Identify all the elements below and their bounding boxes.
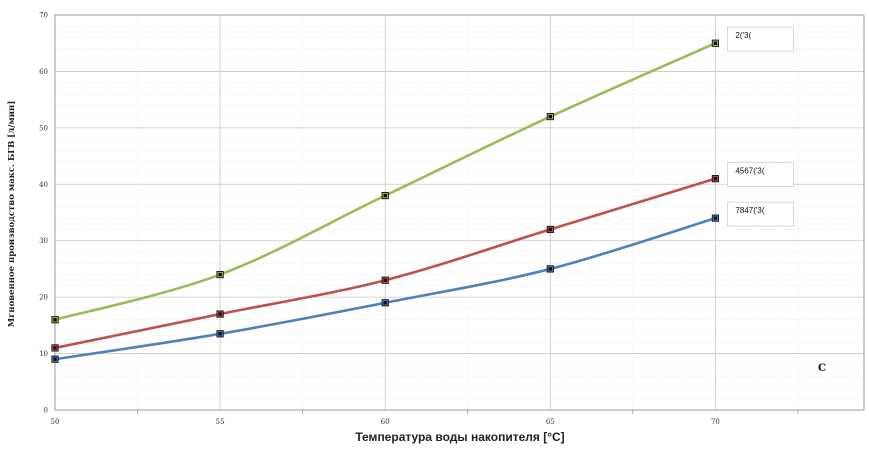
data-point: [711, 39, 720, 47]
x-axis-title: Температура воды накопителя [°C]: [355, 430, 564, 444]
series-label: 4567('3(: [727, 162, 794, 188]
y-tick-label: 20: [39, 294, 48, 302]
data-point: [381, 191, 389, 200]
data-point-square: [216, 310, 224, 318]
data-point-inner: [712, 40, 719, 46]
y-tick-label: 60: [39, 68, 48, 76]
data-point: [216, 270, 224, 279]
data-point-square: [546, 265, 554, 273]
corner-annotation: C: [818, 363, 826, 374]
plot-frame: [54, 14, 865, 411]
x-tick-label: 65: [546, 418, 555, 426]
y-tick-label: 40: [39, 181, 48, 189]
series-label-box: [727, 26, 794, 52]
data-point: [546, 265, 554, 273]
data-point-square: [546, 112, 554, 121]
data-point-square: [381, 299, 389, 307]
data-point-inner: [217, 331, 223, 337]
data-point: [546, 112, 554, 121]
data-point-square: [546, 225, 554, 234]
data-point-inner: [382, 277, 388, 283]
data-point-inner: [52, 356, 58, 362]
data-point-square: [216, 270, 224, 279]
data-point: [381, 276, 389, 284]
series-label-text: 2('3(: [735, 31, 751, 40]
data-point-inner: [52, 317, 58, 323]
grid: [54, 14, 864, 414]
y-tick-label: 10: [39, 350, 48, 358]
y-tick-label: 50: [39, 124, 48, 132]
data-point-inner: [217, 311, 223, 317]
series-markers: [51, 39, 720, 363]
data-point: [216, 310, 224, 318]
data-point-inner: [712, 175, 719, 182]
data-point-inner: [712, 215, 719, 221]
series-label-box: [727, 201, 794, 227]
data-point: [546, 225, 554, 234]
series-labels: 2('3( 4567('3( 7847('3(: [727, 26, 794, 227]
data-point: [216, 330, 224, 338]
data-point: [381, 299, 389, 307]
data-point-square: [711, 39, 720, 47]
series-label: 2('3(: [727, 26, 794, 52]
data-point: [711, 175, 720, 183]
data-point-inner: [382, 192, 388, 199]
data-point: [711, 214, 720, 222]
data-point-inner: [547, 266, 554, 272]
data-point: [51, 344, 59, 352]
data-point: [51, 316, 59, 324]
data-point-square: [381, 191, 389, 200]
data-point-square: [711, 214, 720, 222]
y-axis-title: Мгновенное производство макс. БГВ [л/мин…: [7, 101, 17, 328]
y-tick-label: 70: [39, 12, 48, 20]
x-tick-label: 60: [381, 418, 390, 426]
data-point-inner: [217, 271, 223, 278]
data-point-square: [711, 175, 720, 183]
data-point-inner: [52, 345, 58, 351]
y-tick-labels: 0 10 20 30 40 50 60 70: [39, 12, 48, 415]
data-point-square: [381, 276, 389, 284]
data-point-square: [216, 330, 224, 338]
data-point-square: [51, 316, 59, 324]
series-label-text: 4567('3(: [735, 167, 764, 176]
y-tick-label: 0: [44, 407, 48, 415]
data-point-inner: [382, 300, 388, 306]
data-point: [51, 355, 59, 363]
x-tick-labels: 50 55 60 65 70: [51, 418, 720, 426]
x-tick-label: 50: [51, 418, 60, 426]
data-point-square: [51, 344, 59, 352]
x-tick-label: 70: [711, 418, 720, 426]
data-point-inner: [547, 226, 554, 233]
x-tick-label: 55: [216, 418, 225, 426]
series-label-box: [727, 162, 794, 188]
series-label-text: 7847('3(: [735, 206, 764, 215]
data-point-square: [51, 355, 59, 363]
series-label: 7847('3(: [727, 201, 794, 227]
data-point-inner: [547, 113, 554, 120]
y-tick-label: 30: [39, 237, 48, 245]
